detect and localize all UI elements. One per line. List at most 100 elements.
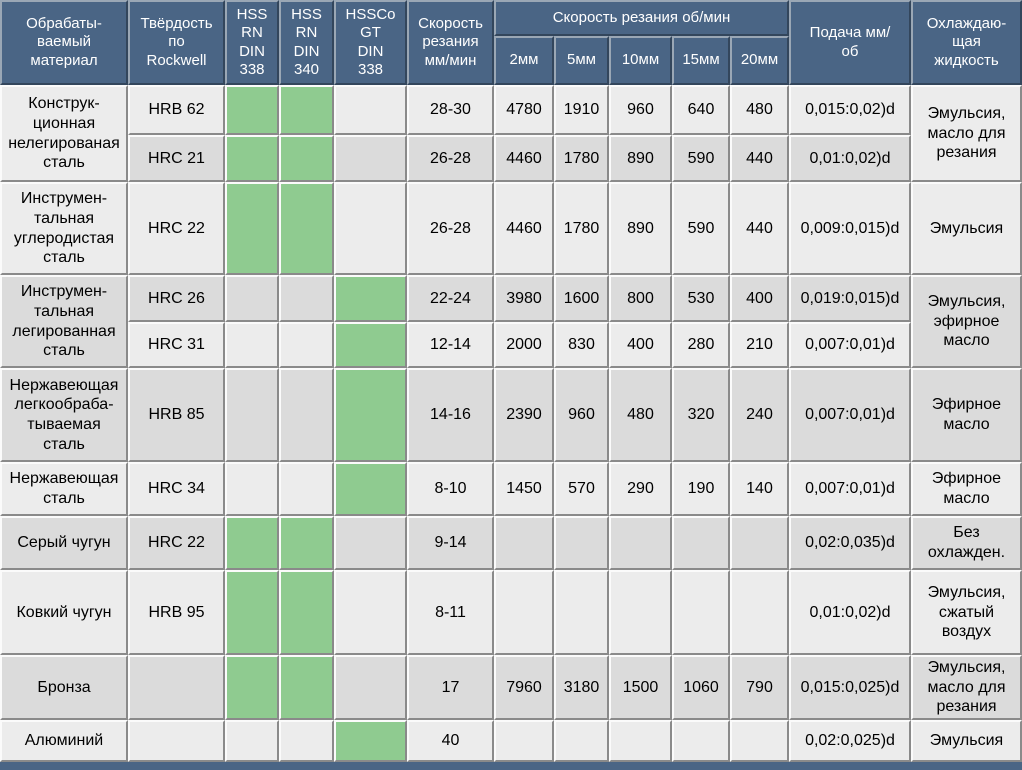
feed-cell: 0,01:0,02)d xyxy=(789,135,911,182)
feed-cell: 0,01:0,02)d xyxy=(789,570,911,655)
speed-cell: 26-28 xyxy=(407,182,494,275)
speed-cell: 9-14 xyxy=(407,516,494,570)
feed-cell: 0,007:0,01)d xyxy=(789,322,911,368)
din338-cell xyxy=(225,516,279,570)
din340-cell xyxy=(279,85,334,135)
dinco-cell xyxy=(334,368,407,462)
dinco-cell xyxy=(334,570,407,655)
rpm-cell: 790 xyxy=(730,655,789,720)
material-cell: Ковкий чугун xyxy=(0,570,128,655)
header-hardness: Твёрдость по Rockwell xyxy=(128,0,225,85)
dinco-cell xyxy=(334,85,407,135)
rpm-cell: 4780 xyxy=(494,85,554,135)
speed-cell: 17 xyxy=(407,655,494,720)
header-hss-rn-din338: HSS RN DIN 338 xyxy=(225,0,279,85)
hardness-cell: HRC 31 xyxy=(128,322,225,368)
din338-cell xyxy=(225,655,279,720)
rpm-cell: 1060 xyxy=(672,655,730,720)
din340-cell xyxy=(279,462,334,516)
din340-cell xyxy=(279,322,334,368)
header-rpm-2mm: 2мм xyxy=(494,36,554,85)
coolant-cell: Эмульсия, сжатый воздух xyxy=(911,570,1022,655)
rpm-cell: 4460 xyxy=(494,182,554,275)
rpm-cell: 960 xyxy=(554,368,609,462)
header-hss-rn-din340: HSS RN DIN 340 xyxy=(279,0,334,85)
rpm-cell: 190 xyxy=(672,462,730,516)
hardness-cell: HRC 34 xyxy=(128,462,225,516)
header-cutting-speed-rpm-group: Скорость резания об/мин xyxy=(494,0,789,36)
rpm-cell xyxy=(554,570,609,655)
hardness-cell: HRC 22 xyxy=(128,516,225,570)
rpm-cell: 960 xyxy=(609,85,672,135)
din338-cell xyxy=(225,570,279,655)
hardness-cell: HRC 26 xyxy=(128,275,225,322)
rpm-cell: 890 xyxy=(609,135,672,182)
feed-cell: 0,007:0,01)d xyxy=(789,368,911,462)
rpm-cell: 440 xyxy=(730,135,789,182)
rpm-cell xyxy=(494,516,554,570)
bottom-bar xyxy=(0,762,1022,770)
rpm-cell: 3980 xyxy=(494,275,554,322)
dinco-cell xyxy=(334,462,407,516)
din338-cell xyxy=(225,462,279,516)
rpm-cell: 800 xyxy=(609,275,672,322)
rpm-cell xyxy=(609,516,672,570)
din338-cell xyxy=(225,85,279,135)
din340-cell xyxy=(279,275,334,322)
rpm-cell: 890 xyxy=(609,182,672,275)
dinco-cell xyxy=(334,720,407,762)
rpm-cell: 640 xyxy=(672,85,730,135)
coolant-cell: Эфирное масло xyxy=(911,462,1022,516)
rpm-cell xyxy=(730,516,789,570)
rpm-cell xyxy=(672,570,730,655)
din340-cell xyxy=(279,368,334,462)
din338-cell xyxy=(225,275,279,322)
feed-cell: 0,007:0,01)d xyxy=(789,462,911,516)
material-cell: Инструмен- тальная легированная сталь xyxy=(0,275,128,368)
dinco-cell xyxy=(334,655,407,720)
hardness-cell: HRB 85 xyxy=(128,368,225,462)
speed-cell: 14-16 xyxy=(407,368,494,462)
material-cell: Нержавеющая легкообраба- тываемая сталь xyxy=(0,368,128,462)
rpm-cell: 210 xyxy=(730,322,789,368)
feed-cell: 0,02:0,035)d xyxy=(789,516,911,570)
din340-cell xyxy=(279,655,334,720)
rpm-cell: 480 xyxy=(730,85,789,135)
din338-cell xyxy=(225,135,279,182)
rpm-cell xyxy=(494,720,554,762)
speed-cell: 40 xyxy=(407,720,494,762)
rpm-cell xyxy=(554,516,609,570)
material-cell: Нержавеющая сталь xyxy=(0,462,128,516)
speed-cell: 8-10 xyxy=(407,462,494,516)
feed-cell: 0,019:0,015)d xyxy=(789,275,911,322)
rpm-cell: 1450 xyxy=(494,462,554,516)
coolant-cell: Эмульсия, масло для резания xyxy=(911,655,1022,720)
header-rpm-15mm: 15мм xyxy=(672,36,730,85)
speed-cell: 22-24 xyxy=(407,275,494,322)
din340-cell xyxy=(279,570,334,655)
dinco-cell xyxy=(334,516,407,570)
rpm-cell xyxy=(554,720,609,762)
rpm-cell: 590 xyxy=(672,135,730,182)
feed-cell: 0,02:0,025)d xyxy=(789,720,911,762)
feed-cell: 0,015:0,025)d xyxy=(789,655,911,720)
speed-cell: 8-11 xyxy=(407,570,494,655)
rpm-cell: 1500 xyxy=(609,655,672,720)
rpm-cell: 590 xyxy=(672,182,730,275)
feed-cell: 0,015:0,02)d xyxy=(789,85,911,135)
rpm-cell: 440 xyxy=(730,182,789,275)
rpm-cell: 1910 xyxy=(554,85,609,135)
coolant-cell: Эмульсия, эфирное масло xyxy=(911,275,1022,368)
rpm-cell: 400 xyxy=(730,275,789,322)
hardness-cell xyxy=(128,655,225,720)
din340-cell xyxy=(279,516,334,570)
din338-cell xyxy=(225,368,279,462)
material-cell: Конструк- ционная нелегированая сталь xyxy=(0,85,128,182)
dinco-cell xyxy=(334,275,407,322)
rpm-cell: 530 xyxy=(672,275,730,322)
rpm-cell: 1780 xyxy=(554,182,609,275)
coolant-cell: Эмульсия xyxy=(911,720,1022,762)
rpm-cell: 290 xyxy=(609,462,672,516)
dinco-cell xyxy=(334,135,407,182)
rpm-cell xyxy=(609,720,672,762)
